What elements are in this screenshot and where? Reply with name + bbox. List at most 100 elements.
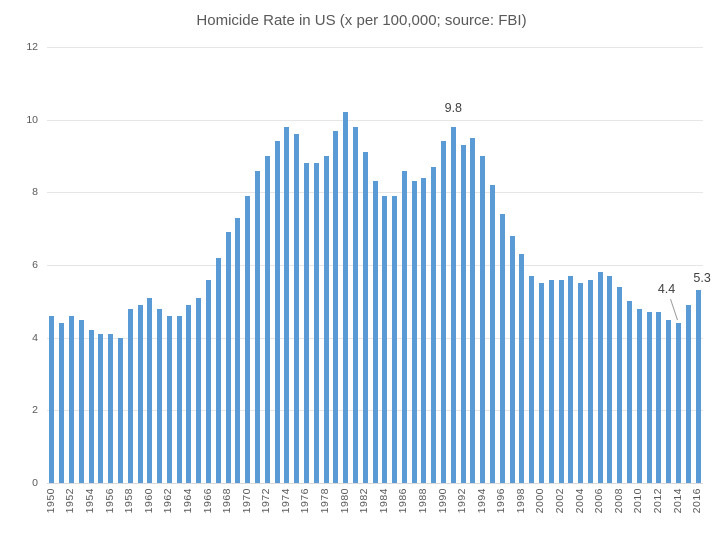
bar-1979 <box>333 130 339 483</box>
y-axis-tick-label: 12 <box>26 41 38 53</box>
x-axis-tick-label-1964: 1964 <box>181 488 194 514</box>
bar-2015 <box>685 304 691 483</box>
bar-2003 <box>568 275 574 483</box>
y-axis-tick-label: 0 <box>32 477 38 489</box>
annotation-1991: 9.8 <box>444 100 463 115</box>
x-axis-tick-label-1998: 1998 <box>514 488 527 514</box>
bar-1971 <box>255 170 260 483</box>
bar-1953 <box>78 319 84 483</box>
x-axis-tick-label-1952: 1952 <box>64 488 77 514</box>
bar-1956 <box>108 334 114 483</box>
leader-line-2014 <box>670 298 678 321</box>
annotation-2016: 5.3 <box>693 271 711 286</box>
x-axis-tick-label-1968: 1968 <box>221 488 234 514</box>
gridline-y-12 <box>47 47 703 48</box>
chart-title: Homicide Rate in US (x per 100,000; sour… <box>196 12 527 29</box>
bar-1968 <box>225 232 231 483</box>
bar-1994 <box>480 156 486 483</box>
x-axis-tick-label-1980: 1980 <box>338 488 351 514</box>
y-axis-tick-label: 4 <box>32 331 38 344</box>
bar-1991 <box>450 126 456 483</box>
bar-1977 <box>313 163 319 483</box>
bar-1952 <box>68 315 74 483</box>
x-axis-tick-label-2010: 2010 <box>632 488 645 514</box>
bar-2002 <box>558 279 564 483</box>
bar-1951 <box>59 323 65 483</box>
x-axis-tick-label-1974: 1974 <box>279 488 292 514</box>
bar-1989 <box>431 166 437 483</box>
x-axis-tick-label-1956: 1956 <box>103 488 116 514</box>
bar-1982 <box>362 152 368 483</box>
bar-1958 <box>127 308 133 483</box>
bar-2009 <box>627 301 633 483</box>
bar-1974 <box>284 126 290 483</box>
x-axis-tick-label-1986: 1986 <box>397 488 410 514</box>
bar-1960 <box>147 297 153 483</box>
bar-1950 <box>49 315 55 483</box>
bar-2007 <box>607 275 613 483</box>
bar-1985 <box>392 195 398 483</box>
bar-1965 <box>196 297 202 483</box>
bar-2012 <box>656 312 662 483</box>
bar-1976 <box>303 163 309 483</box>
x-axis-tick-label-1972: 1972 <box>260 488 273 514</box>
bar-1961 <box>157 308 163 483</box>
bar-1975 <box>294 134 300 483</box>
bar-1996 <box>499 214 505 483</box>
bar-1964 <box>186 304 192 483</box>
bar-1963 <box>176 315 182 483</box>
x-axis-tick-label-2000: 2000 <box>534 488 547 514</box>
bar-1978 <box>323 156 329 483</box>
bar-1988 <box>421 177 427 483</box>
x-axis-tick-label-2002: 2002 <box>554 488 567 514</box>
bar-2001 <box>548 279 554 483</box>
bar-1992 <box>460 145 466 483</box>
bar-1980 <box>343 112 349 483</box>
x-axis-tick-label-1996: 1996 <box>495 488 508 514</box>
x-axis-tick-label-1954: 1954 <box>84 488 97 514</box>
x-axis-tick-label-1984: 1984 <box>377 488 390 514</box>
x-axis-tick-label-1966: 1966 <box>201 488 214 514</box>
bar-1955 <box>98 334 104 483</box>
bar-2011 <box>646 312 652 483</box>
x-axis-tick-label-2016: 2016 <box>691 488 704 514</box>
y-axis-tick-label: 8 <box>32 186 38 199</box>
y-axis-tick-label: 10 <box>26 113 38 126</box>
y-axis-tick-label: 2 <box>32 404 38 417</box>
bar-2004 <box>578 283 584 483</box>
plot-area <box>47 47 703 484</box>
bar-1959 <box>137 304 143 483</box>
bar-1997 <box>509 235 515 483</box>
x-axis-tick-label-1982: 1982 <box>358 488 371 514</box>
bar-1969 <box>235 217 241 483</box>
bar-2008 <box>617 286 623 483</box>
y-axis-tick-label: 6 <box>32 259 38 271</box>
x-axis-tick-label-1970: 1970 <box>240 488 253 514</box>
bar-1995 <box>489 185 495 483</box>
bar-1970 <box>245 195 251 483</box>
bar-1984 <box>382 195 388 483</box>
bar-1957 <box>117 337 123 483</box>
bar-2013 <box>666 319 672 483</box>
x-axis-tick-label-1962: 1962 <box>162 488 175 514</box>
x-axis-tick-label-2008: 2008 <box>612 488 625 514</box>
gridline-y-10 <box>47 119 703 121</box>
bar-1983 <box>372 181 378 483</box>
bar-1954 <box>88 330 94 483</box>
x-axis-tick-label-1960: 1960 <box>142 488 155 514</box>
x-axis-tick-label-2012: 2012 <box>651 488 664 514</box>
x-axis-tick-label-1992: 1992 <box>456 488 469 514</box>
bar-2005 <box>587 279 593 483</box>
x-axis-tick-label-1990: 1990 <box>436 488 449 514</box>
x-axis-tick-label-2014: 2014 <box>671 488 684 514</box>
bar-1999 <box>529 275 535 483</box>
bar-1987 <box>411 181 417 483</box>
x-axis-tick-label-2004: 2004 <box>573 488 586 514</box>
bar-1981 <box>352 126 358 483</box>
bar-1967 <box>215 257 221 483</box>
bar-1998 <box>519 254 525 483</box>
x-axis-tick-label-1976: 1976 <box>299 488 312 514</box>
bar-2014 <box>676 323 682 483</box>
x-axis-tick-label-1978: 1978 <box>319 488 332 514</box>
